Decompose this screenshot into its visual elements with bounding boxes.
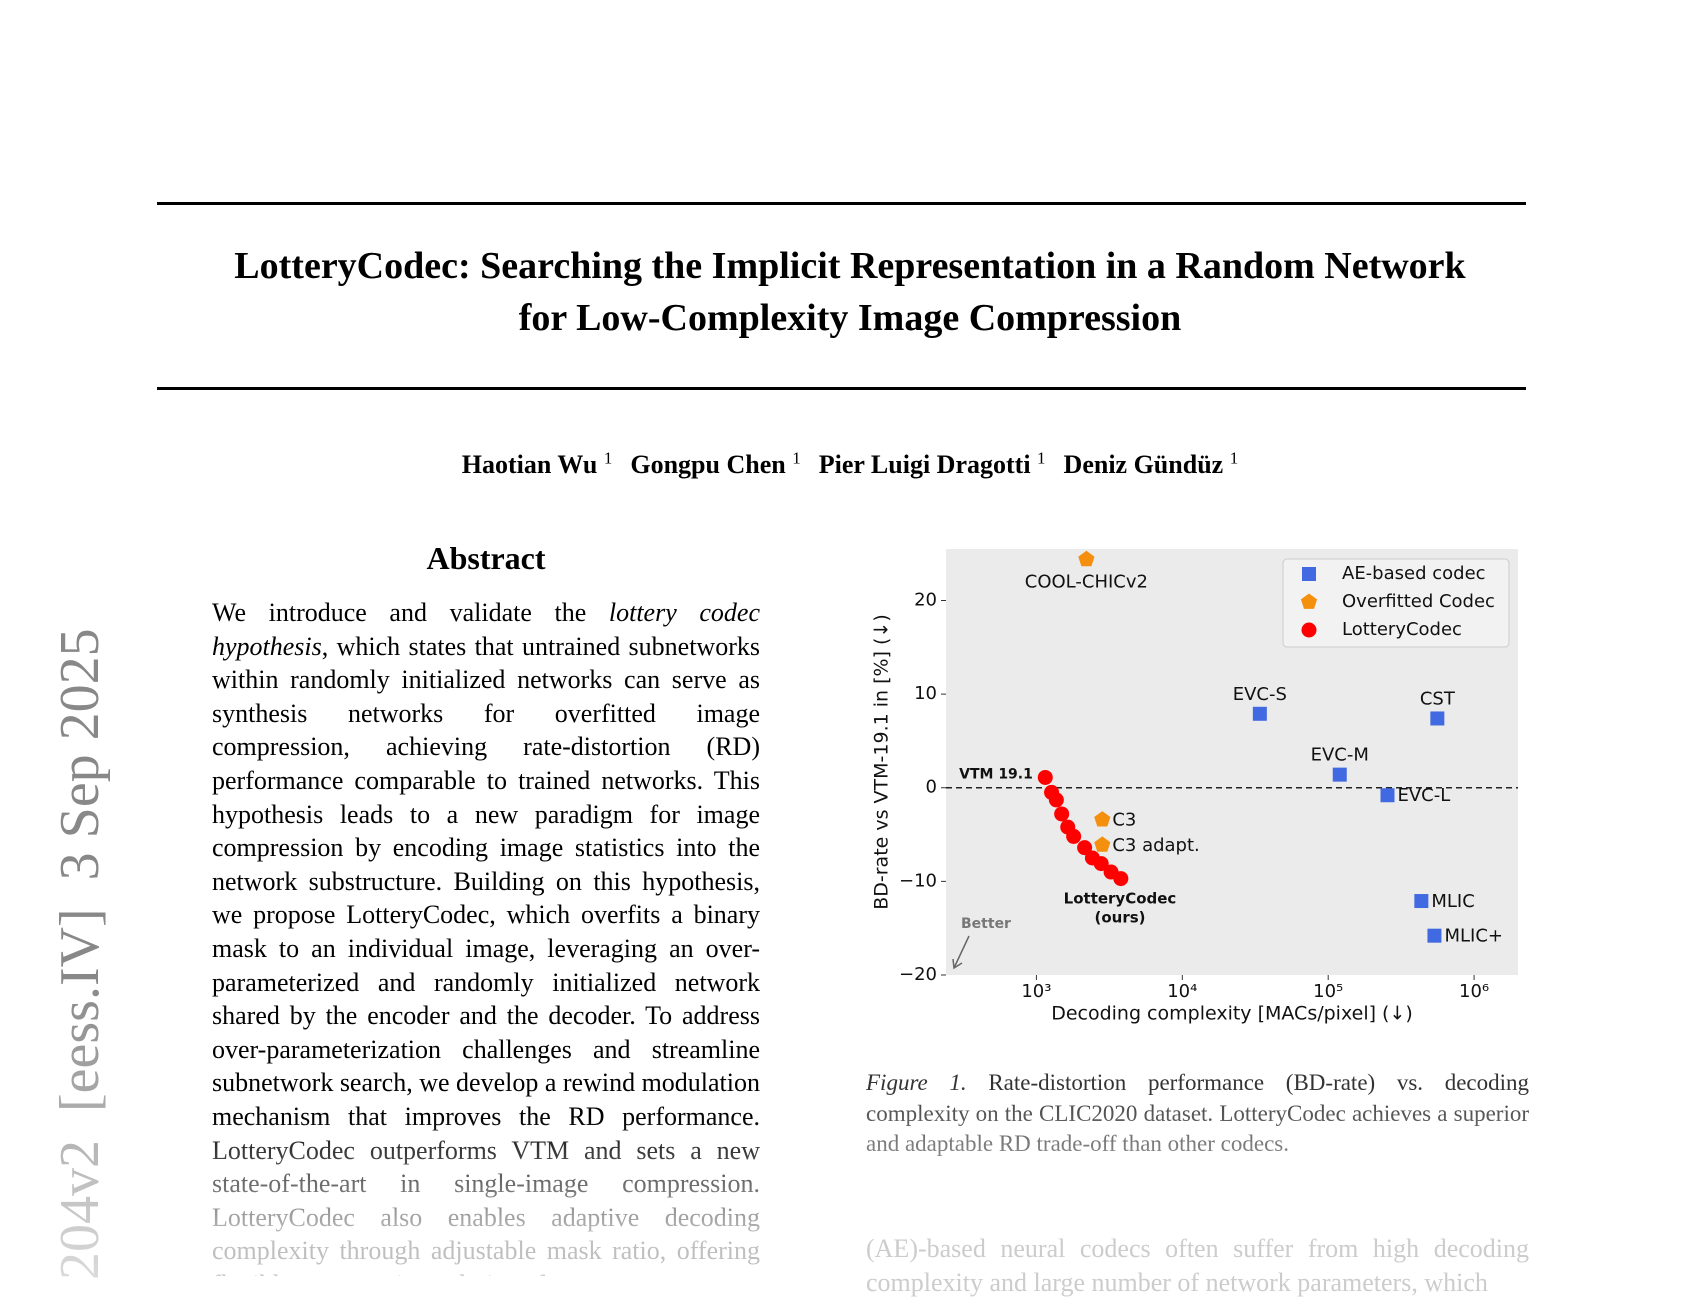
chart: −20 −10 0 10 20 10³ 10⁴ 10⁵ 10⁶ Decoding complexi… <box>871 549 1518 1025</box>
author-name: Pier Luigi Dragotti <box>818 449 1031 479</box>
data-point <box>1414 894 1429 909</box>
data-point <box>1430 711 1445 726</box>
top-rule <box>157 202 1526 205</box>
data-point <box>1054 806 1070 822</box>
author: Gongpu Chen 1 <box>630 448 801 479</box>
x-tick-label: 10³ <box>1021 981 1051 1002</box>
author-name: Haotian Wu <box>461 449 598 479</box>
figure-caption: Figure 1. Rate-distortion performance (B… <box>866 1068 1529 1160</box>
legend-marker <box>1300 593 1318 609</box>
arxiv-stamp: 204v2 [eess.IV] 3 Sep 2025 <box>49 628 111 1280</box>
text: , which states that untrained subnetwork… <box>212 631 760 1276</box>
x-tick-label: 10⁴ <box>1167 981 1197 1002</box>
point-label: EVC-M <box>1311 745 1369 766</box>
data-point <box>1380 788 1395 803</box>
y-tick-label: 0 <box>926 777 937 798</box>
author: Haotian Wu 1 <box>461 448 613 479</box>
reference-label: VTM 19.1 <box>959 767 1033 783</box>
y-tick-label: 10 <box>914 683 937 704</box>
legend-marker <box>1301 622 1317 638</box>
author: Deniz Gündüz 1 <box>1063 448 1239 479</box>
data-point <box>1332 767 1347 782</box>
caption-text: Rate-distortion performance (BD-rate) vs… <box>866 1070 1529 1156</box>
point-label: C3 <box>1112 810 1136 831</box>
author-name: Deniz Gündüz <box>1063 449 1224 479</box>
legend-label: Overfitted Codec <box>1342 591 1495 612</box>
annotation: Better <box>961 916 1011 932</box>
authors: Haotian Wu 1 Gongpu Chen 1 Pier Luigi Drag… <box>0 448 1700 480</box>
data-point <box>1077 840 1093 856</box>
point-label: EVC-L <box>1398 785 1451 806</box>
arrow <box>953 935 970 969</box>
x-tick-label: 10⁵ <box>1313 981 1343 1002</box>
affiliation: 1 <box>1229 448 1239 467</box>
data-point <box>1252 706 1267 721</box>
data-point <box>1048 792 1064 808</box>
title-line: LotteryCodec: Searching the Implicit Rep… <box>234 245 1466 287</box>
figure-label: Figure 1. <box>866 1070 967 1095</box>
point-label: MLIC+ <box>1444 926 1503 947</box>
title-line: for Low-Complexity Image Compression <box>518 297 1182 339</box>
annotation: (ours) <box>1094 909 1145 927</box>
data-point <box>1093 856 1109 872</box>
legend-label: LotteryCodec <box>1342 619 1462 640</box>
x-axis-label: Decoding complexity [MACs/pixel] (↓) <box>1051 1003 1413 1025</box>
body-text: (AE)-based neural codecs often suffer fr… <box>866 1234 1529 1297</box>
bottom-rule <box>157 387 1526 390</box>
affiliation: 1 <box>792 448 801 467</box>
author-name: Gongpu Chen <box>630 449 786 479</box>
data-point <box>1427 928 1442 943</box>
legend-marker <box>1302 567 1316 581</box>
affiliation: 1 <box>603 448 613 467</box>
text: We introduce and validate the <box>212 598 609 627</box>
italic-text: lottery codec hypothesis <box>212 598 760 661</box>
y-axis-label: BD-rate vs VTM-19.1 in [%] (↓) <box>871 614 893 910</box>
paper-title: LotteryCodec: Searching the Implicit Rep… <box>100 240 1600 344</box>
data-point <box>1094 836 1111 852</box>
point-label: CST <box>1420 688 1456 709</box>
point-label: EVC-S <box>1233 684 1287 705</box>
point-label: COOL-CHICv2 <box>1025 571 1148 592</box>
arrow-head <box>952 958 963 970</box>
abstract-body: We introduce and validate the lottery co… <box>212 596 760 1276</box>
abstract-heading: Abstract <box>426 540 546 576</box>
point-label: C3 adapt. <box>1112 835 1199 856</box>
data-point <box>1113 871 1129 887</box>
data-point <box>1066 828 1082 844</box>
legend-label: AE-based codec <box>1342 563 1486 584</box>
x-tick-label: 10⁶ <box>1459 981 1489 1002</box>
y-tick-label: −20 <box>899 964 937 985</box>
legend-box <box>1282 558 1510 648</box>
affiliation: 1 <box>1037 448 1046 467</box>
data-point <box>1037 769 1053 785</box>
y-tick-label: −10 <box>899 870 937 891</box>
annotation: LotteryCodec <box>1064 890 1177 908</box>
author: Pier Luigi Dragotti 1 <box>818 448 1046 479</box>
point-label: MLIC <box>1431 891 1474 912</box>
data-point <box>1094 811 1111 827</box>
data-point <box>1078 550 1095 567</box>
y-tick-label: 20 <box>914 589 937 610</box>
